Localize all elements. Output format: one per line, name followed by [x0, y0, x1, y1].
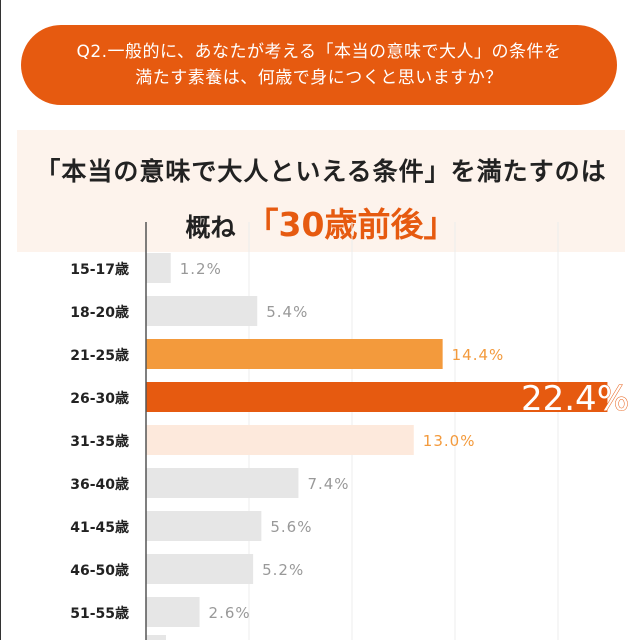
bar-partial [146, 635, 166, 640]
category-label: 36-40歳 [70, 476, 129, 493]
data-label: 7.4% [307, 475, 349, 493]
bar [146, 511, 262, 541]
data-label: 2.6% [209, 604, 251, 622]
question-line-1: Q2.一般的に、あなたが考える「本当の意味で大人」の条件を [76, 42, 562, 62]
bar [146, 597, 200, 627]
bar [146, 339, 443, 369]
data-label: 5.4% [266, 303, 308, 321]
bar [146, 468, 299, 498]
data-label: 5.2% [262, 561, 304, 579]
summary-line-2: 概ね 「30歳前後」 [17, 198, 625, 246]
data-label: 14.4% [452, 346, 505, 364]
bar [146, 554, 254, 584]
data-label: 5.6% [270, 518, 312, 536]
data-label: 22.4% [521, 379, 629, 419]
bar [146, 382, 608, 412]
category-label: 18-20歳 [70, 304, 129, 321]
question-line-2: 満たす素養は、何歳で身につくと思いますか？ [135, 68, 503, 88]
bar [146, 253, 171, 283]
category-label: 21-25歳 [70, 347, 129, 364]
summary-box: 「本当の意味で大人といえる条件」を満たすのは 概ね 「30歳前後」 [17, 130, 625, 252]
category-label: 31-35歳 [70, 433, 129, 450]
data-label: 1.2% [180, 260, 222, 278]
category-label: 41-45歳 [70, 519, 129, 536]
summary-highlight: 「30歳前後」 [245, 205, 457, 244]
category-label: 46-50歳 [70, 562, 129, 579]
category-label: 26-30歳 [70, 390, 129, 407]
summary-line-1: 「本当の意味で大人といえる条件」を満たすのは [35, 157, 607, 186]
bar [146, 296, 258, 326]
question-banner: Q2.一般的に、あなたが考える「本当の意味で大人」の条件を 満たす素養は、何歳で… [21, 25, 617, 105]
category-label: 15-17歳 [70, 261, 129, 278]
category-label: 51-55歳 [70, 605, 129, 622]
data-label: 13.0% [423, 432, 476, 450]
bar [146, 425, 414, 455]
summary-prefix: 概ね [185, 213, 236, 242]
